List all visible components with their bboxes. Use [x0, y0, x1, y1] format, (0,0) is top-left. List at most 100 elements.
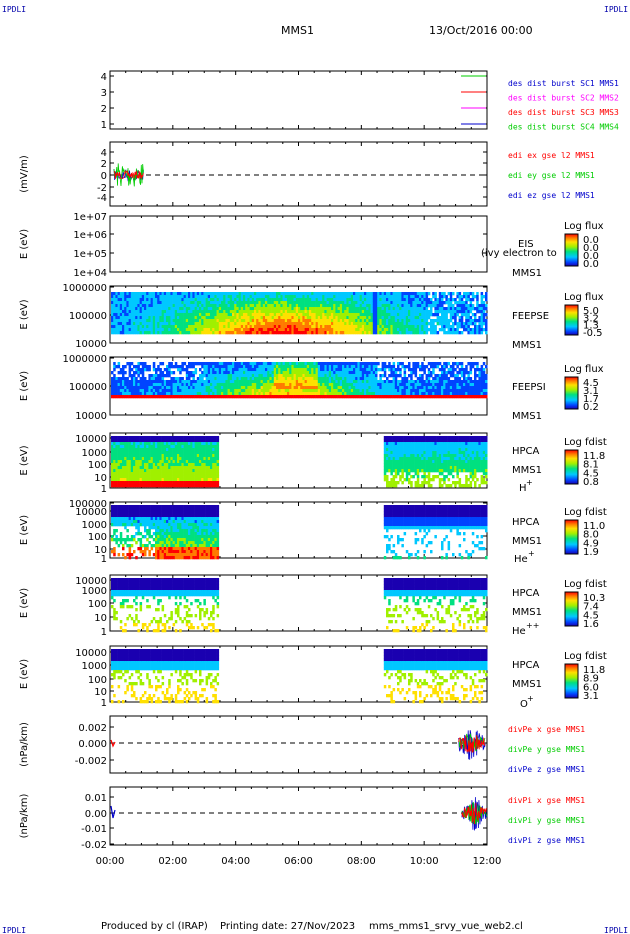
spectrogram-cell	[152, 392, 156, 396]
spectrogram-cell	[412, 313, 415, 317]
spectrogram-cell	[124, 313, 127, 317]
spectrogram-cell	[377, 313, 380, 317]
spectrogram-cell	[364, 313, 367, 317]
spectrogram-cell	[130, 298, 134, 302]
spectrogram-cell	[170, 310, 173, 314]
spectrogram-cell	[168, 383, 171, 387]
spectrogram-cell	[144, 395, 147, 399]
spectrogram-cell	[225, 301, 228, 305]
spectrogram-cell	[137, 451, 140, 455]
spectrogram-cell	[438, 307, 442, 311]
spectrogram-cell	[258, 392, 261, 396]
spectrogram-cell	[139, 377, 143, 381]
spectrogram-cell	[280, 392, 283, 396]
spectrogram-cell	[139, 310, 143, 314]
spectrogram-cell	[419, 328, 422, 332]
spectrogram-cell	[146, 481, 149, 485]
spectrogram-cell	[381, 368, 385, 372]
spectrogram-cell	[309, 374, 312, 378]
spectrogram-cell	[150, 383, 154, 387]
spectrogram-cell	[271, 395, 275, 399]
spectrogram-cell	[381, 386, 385, 390]
spectrogram-cell	[425, 325, 429, 329]
spectrogram-cell	[133, 472, 136, 476]
spectrogram-cell	[430, 331, 433, 335]
spectrogram-cell	[471, 383, 475, 387]
spectrogram-cell	[148, 472, 151, 476]
spectrogram-cell	[192, 389, 195, 393]
spectrogram-cell	[284, 362, 288, 366]
spectrogram-cell	[150, 313, 154, 317]
spectrogram-cell	[339, 304, 343, 308]
spectrogram-cell	[148, 374, 151, 378]
spectrogram-cell	[152, 325, 156, 329]
spectrogram-cell	[258, 371, 261, 375]
spectrogram-cell	[408, 301, 411, 305]
spectrogram-cell	[225, 325, 228, 329]
y-axis-label: E (eV)	[19, 445, 30, 475]
spectrogram-cell	[326, 301, 330, 305]
spectrogram-cell	[124, 389, 127, 393]
spectrogram-cell	[267, 310, 270, 314]
spectrogram-cell	[194, 389, 198, 393]
spectrogram-cell	[192, 362, 195, 366]
spectrogram-cell	[135, 371, 138, 375]
spectrogram-cell	[317, 392, 321, 396]
spectrogram-cell	[271, 301, 275, 305]
spectrogram-cell	[485, 322, 488, 326]
spectrogram-cell	[117, 313, 121, 317]
spectrogram-cell	[119, 469, 123, 473]
spectrogram-cell	[258, 389, 261, 393]
spectrogram-cell	[476, 362, 479, 366]
spectrogram-cell	[128, 439, 132, 443]
spectrogram-cell	[254, 362, 257, 366]
spectrogram-cell	[183, 313, 187, 317]
spectrogram-cell	[403, 389, 407, 393]
spectrogram-cell	[128, 295, 132, 299]
spectrogram-cell	[168, 316, 171, 320]
spectrogram-cell	[298, 377, 301, 381]
spectrogram-cell	[146, 445, 149, 449]
spectrogram-cell	[342, 380, 345, 384]
spectrogram-cell	[465, 386, 468, 390]
spectrogram-cell	[388, 392, 391, 396]
spectrogram-cell	[221, 292, 224, 296]
spectrogram-cell	[460, 319, 464, 323]
spectrogram-cell	[122, 389, 125, 393]
spectrogram-cell	[135, 484, 138, 488]
spectrogram-cell	[181, 319, 184, 323]
spectrogram-cell	[146, 436, 149, 440]
spectrogram-cell	[324, 392, 327, 396]
spectrogram-cell	[273, 365, 277, 369]
spectrogram-cell	[366, 310, 369, 314]
y-tick-label: 2	[101, 104, 107, 115]
spectrogram-cell	[368, 371, 371, 375]
spectrogram-cell	[313, 313, 316, 317]
spectrogram-cell	[146, 392, 149, 396]
spectrogram-cell	[317, 316, 321, 320]
spectrogram-cell	[456, 310, 459, 314]
spectrogram-cell	[392, 322, 396, 326]
spectrogram-cell	[234, 374, 237, 378]
spectrogram-cell	[254, 380, 257, 384]
spectrogram-cell	[403, 292, 407, 296]
spectrogram-cell	[190, 374, 193, 378]
spectrogram-cell	[430, 362, 433, 366]
spectrogram-cell	[225, 331, 228, 335]
spectrogram-cell	[348, 368, 352, 372]
spectrogram-cell	[469, 395, 473, 399]
spectrogram-cell	[199, 319, 202, 323]
spectrogram-cell	[254, 328, 257, 332]
spectrogram-cell	[416, 325, 420, 329]
spectrogram-cell	[386, 365, 389, 369]
spectrogram-cell	[135, 457, 138, 461]
spectrogram-cell	[212, 322, 215, 326]
spectrogram-cell	[353, 386, 356, 390]
spectrogram-cell	[124, 377, 127, 381]
spectrogram-cell	[146, 442, 149, 446]
spectrogram-cell	[370, 295, 374, 299]
spectrogram-cell	[425, 319, 429, 323]
spectrogram-cell	[328, 362, 332, 366]
spectrogram-cell	[390, 307, 393, 311]
spectrogram-cell	[339, 316, 343, 320]
